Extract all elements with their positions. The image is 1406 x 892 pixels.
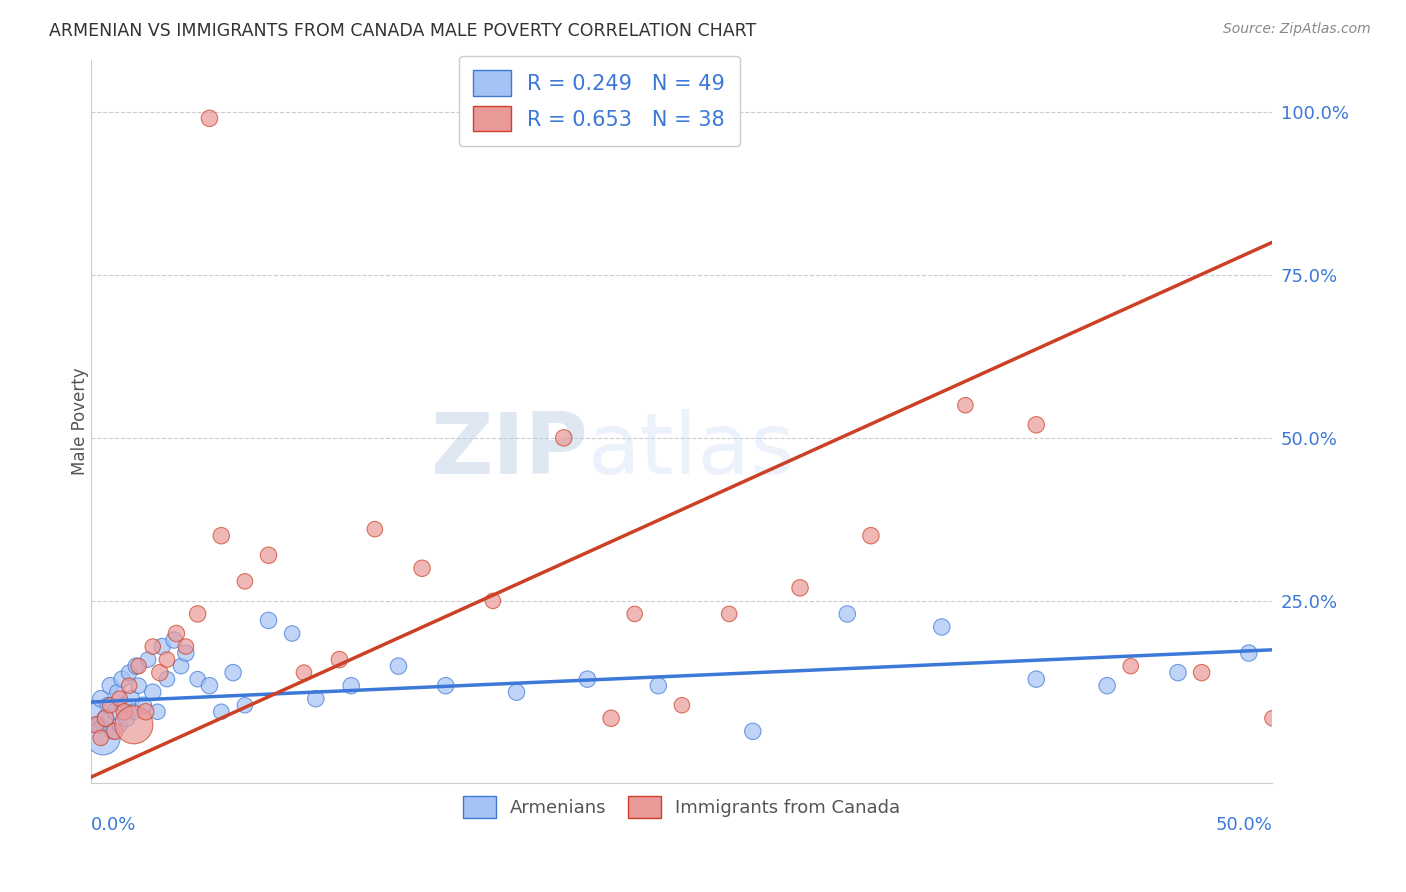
Y-axis label: Male Poverty: Male Poverty	[72, 368, 89, 475]
Point	[281, 626, 304, 640]
Point	[156, 652, 179, 666]
Point	[112, 698, 135, 713]
Point	[87, 718, 110, 732]
Point	[1261, 711, 1284, 725]
Point	[104, 705, 127, 719]
Point	[233, 574, 256, 589]
Point	[209, 705, 232, 719]
Point	[98, 698, 121, 713]
Point	[108, 691, 131, 706]
Point	[1025, 417, 1047, 432]
Point	[434, 679, 457, 693]
Point	[187, 607, 209, 621]
Point	[150, 640, 173, 654]
Point	[98, 679, 121, 693]
Point	[108, 718, 131, 732]
Point	[122, 705, 145, 719]
Point	[257, 548, 280, 562]
Point	[163, 633, 186, 648]
Point	[146, 705, 169, 719]
Point	[84, 718, 107, 732]
Text: ZIP: ZIP	[430, 409, 588, 492]
Point	[121, 691, 143, 706]
Point	[553, 431, 575, 445]
Point	[482, 594, 505, 608]
Point	[90, 731, 112, 745]
Text: Source: ZipAtlas.com: Source: ZipAtlas.com	[1223, 22, 1371, 37]
Text: atlas: atlas	[588, 409, 796, 492]
Point	[142, 640, 165, 654]
Point	[411, 561, 433, 575]
Point	[125, 659, 148, 673]
Point	[128, 679, 150, 693]
Point	[837, 607, 859, 621]
Point	[90, 691, 112, 706]
Point	[149, 665, 172, 680]
Point	[789, 581, 811, 595]
Point	[97, 698, 120, 713]
Point	[198, 679, 221, 693]
Text: ARMENIAN VS IMMIGRANTS FROM CANADA MALE POVERTY CORRELATION CHART: ARMENIAN VS IMMIGRANTS FROM CANADA MALE …	[49, 22, 756, 40]
Point	[505, 685, 527, 699]
Point	[132, 698, 155, 713]
Point	[84, 705, 107, 719]
Point	[115, 711, 138, 725]
Point	[209, 529, 232, 543]
Point	[122, 718, 145, 732]
Point	[174, 640, 197, 654]
Point	[257, 614, 280, 628]
Text: 0.0%: 0.0%	[91, 816, 136, 834]
Point	[170, 659, 193, 673]
Point	[105, 685, 128, 699]
Point	[859, 529, 882, 543]
Point	[101, 724, 124, 739]
Point	[94, 711, 117, 725]
Point	[222, 665, 245, 680]
Point	[623, 607, 645, 621]
Point	[328, 652, 350, 666]
Point	[387, 659, 409, 673]
Point	[292, 665, 315, 680]
Point	[111, 672, 134, 686]
Point	[118, 665, 141, 680]
Point	[671, 698, 693, 713]
Point	[156, 672, 179, 686]
Point	[305, 691, 328, 706]
Text: 50.0%: 50.0%	[1216, 816, 1272, 834]
Point	[576, 672, 599, 686]
Point	[1237, 646, 1260, 660]
Point	[647, 679, 669, 693]
Point	[165, 626, 187, 640]
Point	[174, 646, 197, 660]
Point	[233, 698, 256, 713]
Point	[187, 672, 209, 686]
Point	[104, 724, 127, 739]
Point	[94, 711, 117, 725]
Point	[118, 679, 141, 693]
Point	[1167, 665, 1189, 680]
Point	[1095, 679, 1118, 693]
Point	[340, 679, 363, 693]
Point	[931, 620, 953, 634]
Point	[91, 731, 114, 745]
Point	[955, 398, 977, 412]
Point	[741, 724, 763, 739]
Point	[364, 522, 387, 536]
Point	[198, 112, 221, 126]
Point	[135, 705, 157, 719]
Point	[718, 607, 741, 621]
Point	[128, 659, 150, 673]
Point	[136, 652, 159, 666]
Point	[1119, 659, 1142, 673]
Point	[142, 685, 165, 699]
Legend: Armenians, Immigrants from Canada: Armenians, Immigrants from Canada	[456, 789, 908, 825]
Point	[600, 711, 623, 725]
Point	[112, 705, 135, 719]
Point	[1191, 665, 1213, 680]
Point	[1025, 672, 1047, 686]
